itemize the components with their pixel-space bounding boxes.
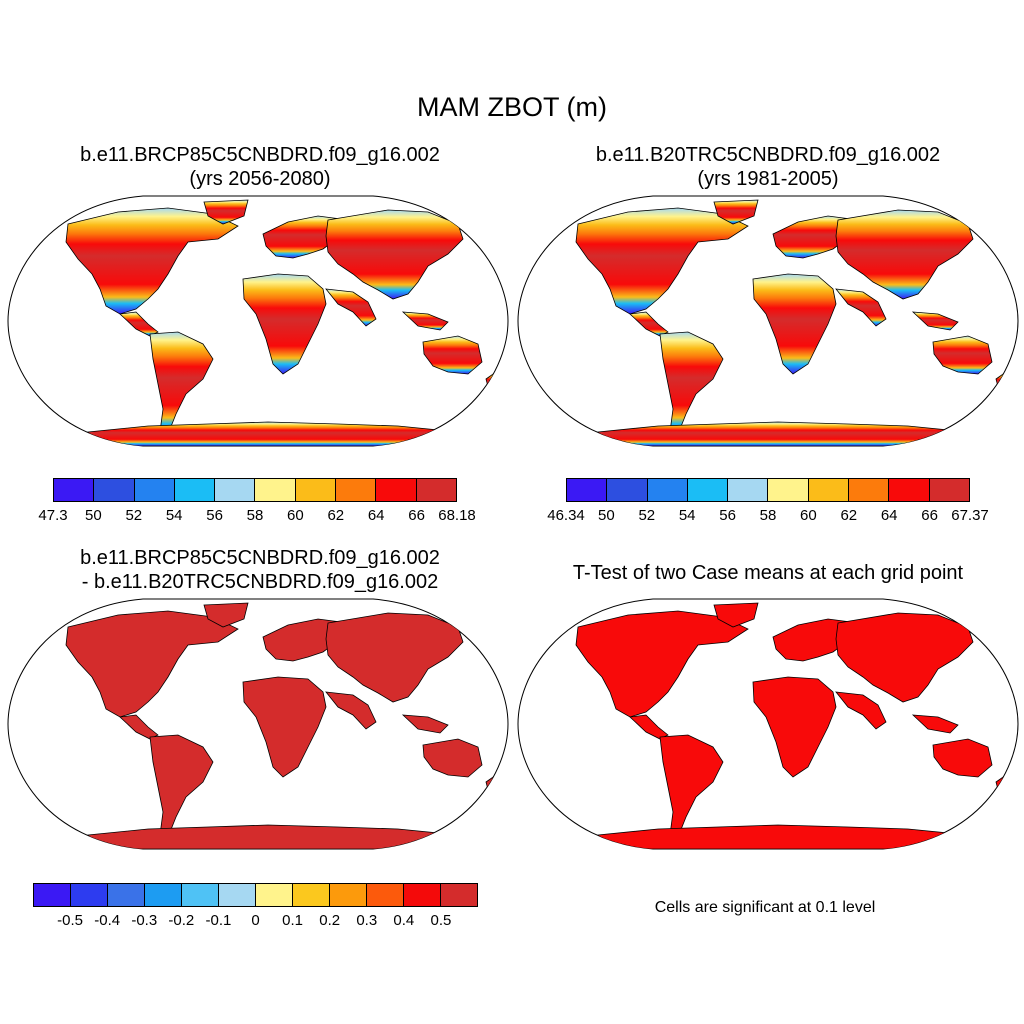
colorbar-tick-label: 58 — [246, 507, 264, 524]
colorbar-tick-label: 56 — [719, 507, 736, 524]
colorbar-cell — [849, 479, 890, 501]
colorbar-tick-label: 58 — [759, 507, 777, 524]
colorbar-cell — [768, 479, 809, 501]
significance-note: Cells are significant at 0.1 level — [654, 899, 876, 916]
colorbar-cell — [929, 479, 969, 501]
colorbar-labels-panel-3: -0.5 -0.4 -0.3 -0.2 -0.1 0 0.1 0.2 0.3 0.4 0.5 — [33, 912, 478, 932]
colorbar-labels-panel-1: 47.3 50 52 54 56 58 60 62 64 66 68.18 — [38, 507, 475, 527]
colorbar-tick-label: 54 — [165, 507, 183, 524]
colorbar-labels-panel-2: 46.34 50 52 54 56 58 60 62 64 66 67.37 — [547, 507, 989, 527]
panel-1-title: b.e11.BRCP85C5CNBDRD.f09_g16.002 (yrs 20… — [5, 143, 515, 191]
colorbar-tick-label: 64 — [880, 507, 898, 524]
colorbar-cell — [108, 884, 145, 906]
colorbar-tick-label: -0.3 — [131, 912, 158, 929]
colorbar-cell — [728, 479, 769, 501]
colorbar-cell — [71, 884, 108, 906]
colorbar-panel-3 — [33, 883, 478, 907]
colorbar-cell — [687, 479, 729, 501]
map-panel-2 — [517, 195, 1019, 447]
colorbar-cell — [34, 884, 71, 906]
panel-2-title-line2: (yrs 1981-2005) — [697, 168, 839, 190]
panel-3-title: b.e11.BRCP85C5CNBDRD.f09_g16.002 - b.e11… — [5, 546, 515, 594]
colorbar-cell — [404, 884, 441, 906]
colorbar-tick-label: 67.37 — [951, 507, 989, 524]
colorbar-tick-label: 60 — [800, 507, 817, 524]
colorbar-tick-label: 50 — [598, 507, 615, 524]
colorbar-cell — [416, 479, 456, 501]
colorbar-tick-label: 62 — [327, 507, 345, 524]
colorbar-tick-label: 0.1 — [282, 912, 304, 929]
colorbar-tick-label: 66 — [921, 507, 938, 524]
colorbar-panel-2 — [566, 478, 970, 502]
colorbar-cell — [441, 884, 477, 906]
colorbar-cell — [567, 479, 608, 501]
map-panel-3 — [7, 598, 509, 850]
colorbar-tick-label: 50 — [85, 507, 102, 524]
colorbar-tick-label: 46.34 — [547, 507, 585, 524]
map-panel-4 — [517, 598, 1019, 850]
colorbar-tick-label: 56 — [206, 507, 223, 524]
colorbar-tick-label: -0.4 — [94, 912, 121, 929]
map-panel-1 — [7, 195, 509, 447]
panel-4-title: T-Test of two Case means at each grid po… — [513, 561, 1023, 585]
colorbar-cell — [182, 884, 219, 906]
colorbar-tick-label: 52 — [125, 507, 143, 524]
colorbar-tick-label: 0 — [251, 912, 260, 929]
colorbar-cell — [255, 479, 296, 501]
colorbar-tick-label: 0.3 — [356, 912, 378, 929]
colorbar-tick-label: -0.1 — [205, 912, 232, 929]
colorbar-cell — [376, 479, 417, 501]
colorbar-tick-label: 60 — [287, 507, 304, 524]
colorbar-tick-label: 62 — [840, 507, 858, 524]
colorbar-tick-label: 0.5 — [430, 912, 452, 929]
colorbar-cell — [647, 479, 688, 501]
colorbar-cell — [174, 479, 216, 501]
colorbar-cell — [367, 884, 404, 906]
panel-4-title-line1: T-Test of two Case means at each grid po… — [572, 562, 964, 584]
colorbar-tick-label: 66 — [408, 507, 425, 524]
main-title: MAM ZBOT (m) — [417, 92, 607, 122]
colorbar-cell — [134, 479, 175, 501]
colorbar-tick-label: -0.5 — [57, 912, 84, 929]
colorbar-tick-label: 47.3 — [38, 507, 68, 524]
colorbar-tick-label: 54 — [678, 507, 696, 524]
colorbar-cell — [94, 479, 135, 501]
colorbar-cell — [330, 884, 367, 906]
colorbar-cell — [808, 479, 850, 501]
colorbar-tick-label: 64 — [367, 507, 385, 524]
colorbar-cell — [889, 479, 930, 501]
colorbar-cell — [336, 479, 377, 501]
panel-1-title-line2: (yrs 2056-2080) — [189, 168, 331, 190]
colorbar-cell — [219, 884, 256, 906]
panel-2-title: b.e11.B20TRC5CNBDRD.f09_g16.002 (yrs 198… — [513, 143, 1023, 191]
panel-2-title-line1: b.e11.B20TRC5CNBDRD.f09_g16.002 — [595, 144, 941, 166]
colorbar-tick-label: 0.4 — [393, 912, 415, 929]
panel-3-title-line2: - b.e11.B20TRC5CNBDRD.f09_g16.002 — [81, 571, 439, 593]
colorbar-cell — [54, 479, 95, 501]
panel-1-title-line1: b.e11.BRCP85C5CNBDRD.f09_g16.002 — [80, 144, 440, 166]
colorbar-tick-label: 0.2 — [319, 912, 341, 929]
colorbar-cell — [215, 479, 256, 501]
colorbar-panel-1 — [53, 478, 457, 502]
colorbar-cell — [256, 884, 293, 906]
colorbar-tick-label: 52 — [638, 507, 656, 524]
colorbar-cell — [607, 479, 648, 501]
colorbar-cell — [293, 884, 330, 906]
panel-3-title-line1: b.e11.BRCP85C5CNBDRD.f09_g16.002 — [80, 547, 440, 569]
colorbar-cell — [145, 884, 182, 906]
colorbar-tick-label: -0.2 — [168, 912, 195, 929]
colorbar-cell — [295, 479, 337, 501]
colorbar-tick-label: 68.18 — [438, 507, 476, 524]
